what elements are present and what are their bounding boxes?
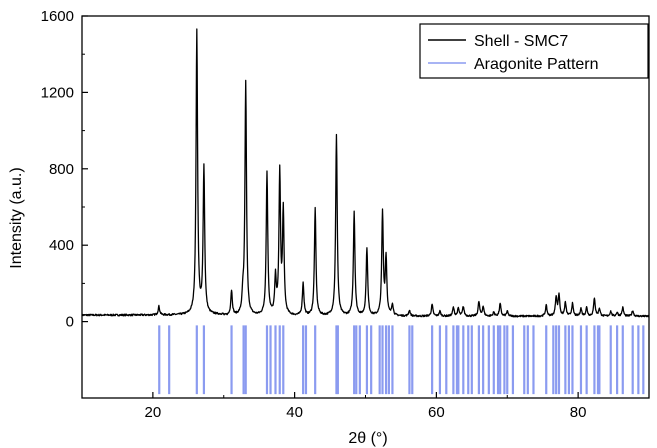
y-tick-label: 0 (66, 314, 74, 331)
y-tick-label: 800 (49, 161, 74, 178)
y-axis-label: Intensity (a.u.) (8, 167, 25, 268)
legend-label-shell: Shell - SMC7 (474, 33, 568, 50)
legend: Shell - SMC7 Aragonite Pattern (419, 23, 649, 79)
x-tick-label: 80 (570, 404, 587, 421)
legend-label-aragonite: Aragonite Pattern (474, 56, 599, 73)
x-tick-label: 60 (428, 404, 445, 421)
x-tick-label: 20 (145, 404, 162, 421)
y-tick-label: 1200 (41, 84, 74, 101)
shell-smc7-pattern-line (82, 28, 649, 318)
plot-content (82, 28, 649, 395)
legend-box (419, 23, 649, 79)
y-tick-label: 1600 (41, 8, 74, 25)
x-axis-label: 2θ (°) (348, 430, 387, 447)
x-tick-label: 40 (286, 404, 303, 421)
y-tick-label: 400 (49, 237, 74, 254)
